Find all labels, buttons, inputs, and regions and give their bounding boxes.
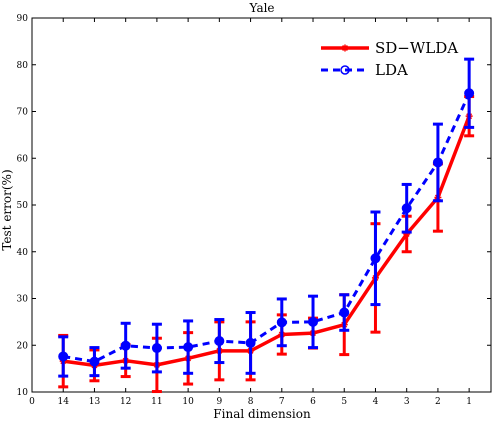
y-tick-label: 60 [17,154,29,164]
x-tick-label: 13 [89,397,101,407]
chart-title: Yale [248,1,274,15]
x-axis-label: Final dimension [213,407,311,421]
series-line [62,92,471,364]
series-line [62,115,471,368]
y-tick-label: 20 [17,341,29,351]
legend: SD−WLDA LDA [321,39,458,79]
legend-marker [340,65,350,75]
data-point [403,230,411,238]
legend-marker [341,44,349,52]
data-point [245,337,256,348]
y-axis-label: Test error(%) [0,169,14,250]
x-tick-label: 0 [29,397,35,407]
legend-label: SD−WLDA [375,39,458,57]
x-tick-label: 1 [466,397,472,407]
x-tick-label: 14 [57,397,69,407]
x-tick-label: 6 [310,397,316,407]
data-point [339,307,350,318]
y-tick-label: 90 [17,14,29,24]
y-tick-label: 70 [17,108,29,118]
x-tick-label: 3 [404,397,410,407]
x-tick-label: 8 [248,397,254,407]
x-tick-label: 4 [373,397,379,407]
data-point [308,316,319,327]
x-tick-label: 5 [341,397,347,407]
x-tick-label: 10 [182,397,194,407]
data-point [464,88,475,99]
data-point [276,317,287,328]
y-tick-label: 10 [17,388,29,398]
data-point [370,253,381,264]
data-point [151,343,162,354]
x-tick-label: 12 [120,397,131,407]
data-point [58,351,69,362]
legend-label: LDA [375,61,408,79]
x-tick-label: 9 [216,397,222,407]
y-tick-label: 30 [17,295,29,305]
x-tick-label: 11 [151,397,162,407]
x-tick-label: 2 [435,397,441,407]
data-point [401,203,412,214]
x-tick-label: 7 [279,397,285,407]
data-point [89,356,100,367]
data-point [432,157,443,168]
series-lda [58,57,475,378]
data-point [183,342,194,353]
data-point [120,340,131,351]
data-point [214,336,225,347]
y-tick-label: 40 [17,248,29,258]
y-tick-label: 80 [17,61,29,71]
y-tick-label: 50 [17,201,29,211]
plot-area: 10 20 30 40 50 60 70 80 90 0 14 13 12 11 10 9 8 7 6 5 4 3 2 1 [17,14,492,407]
